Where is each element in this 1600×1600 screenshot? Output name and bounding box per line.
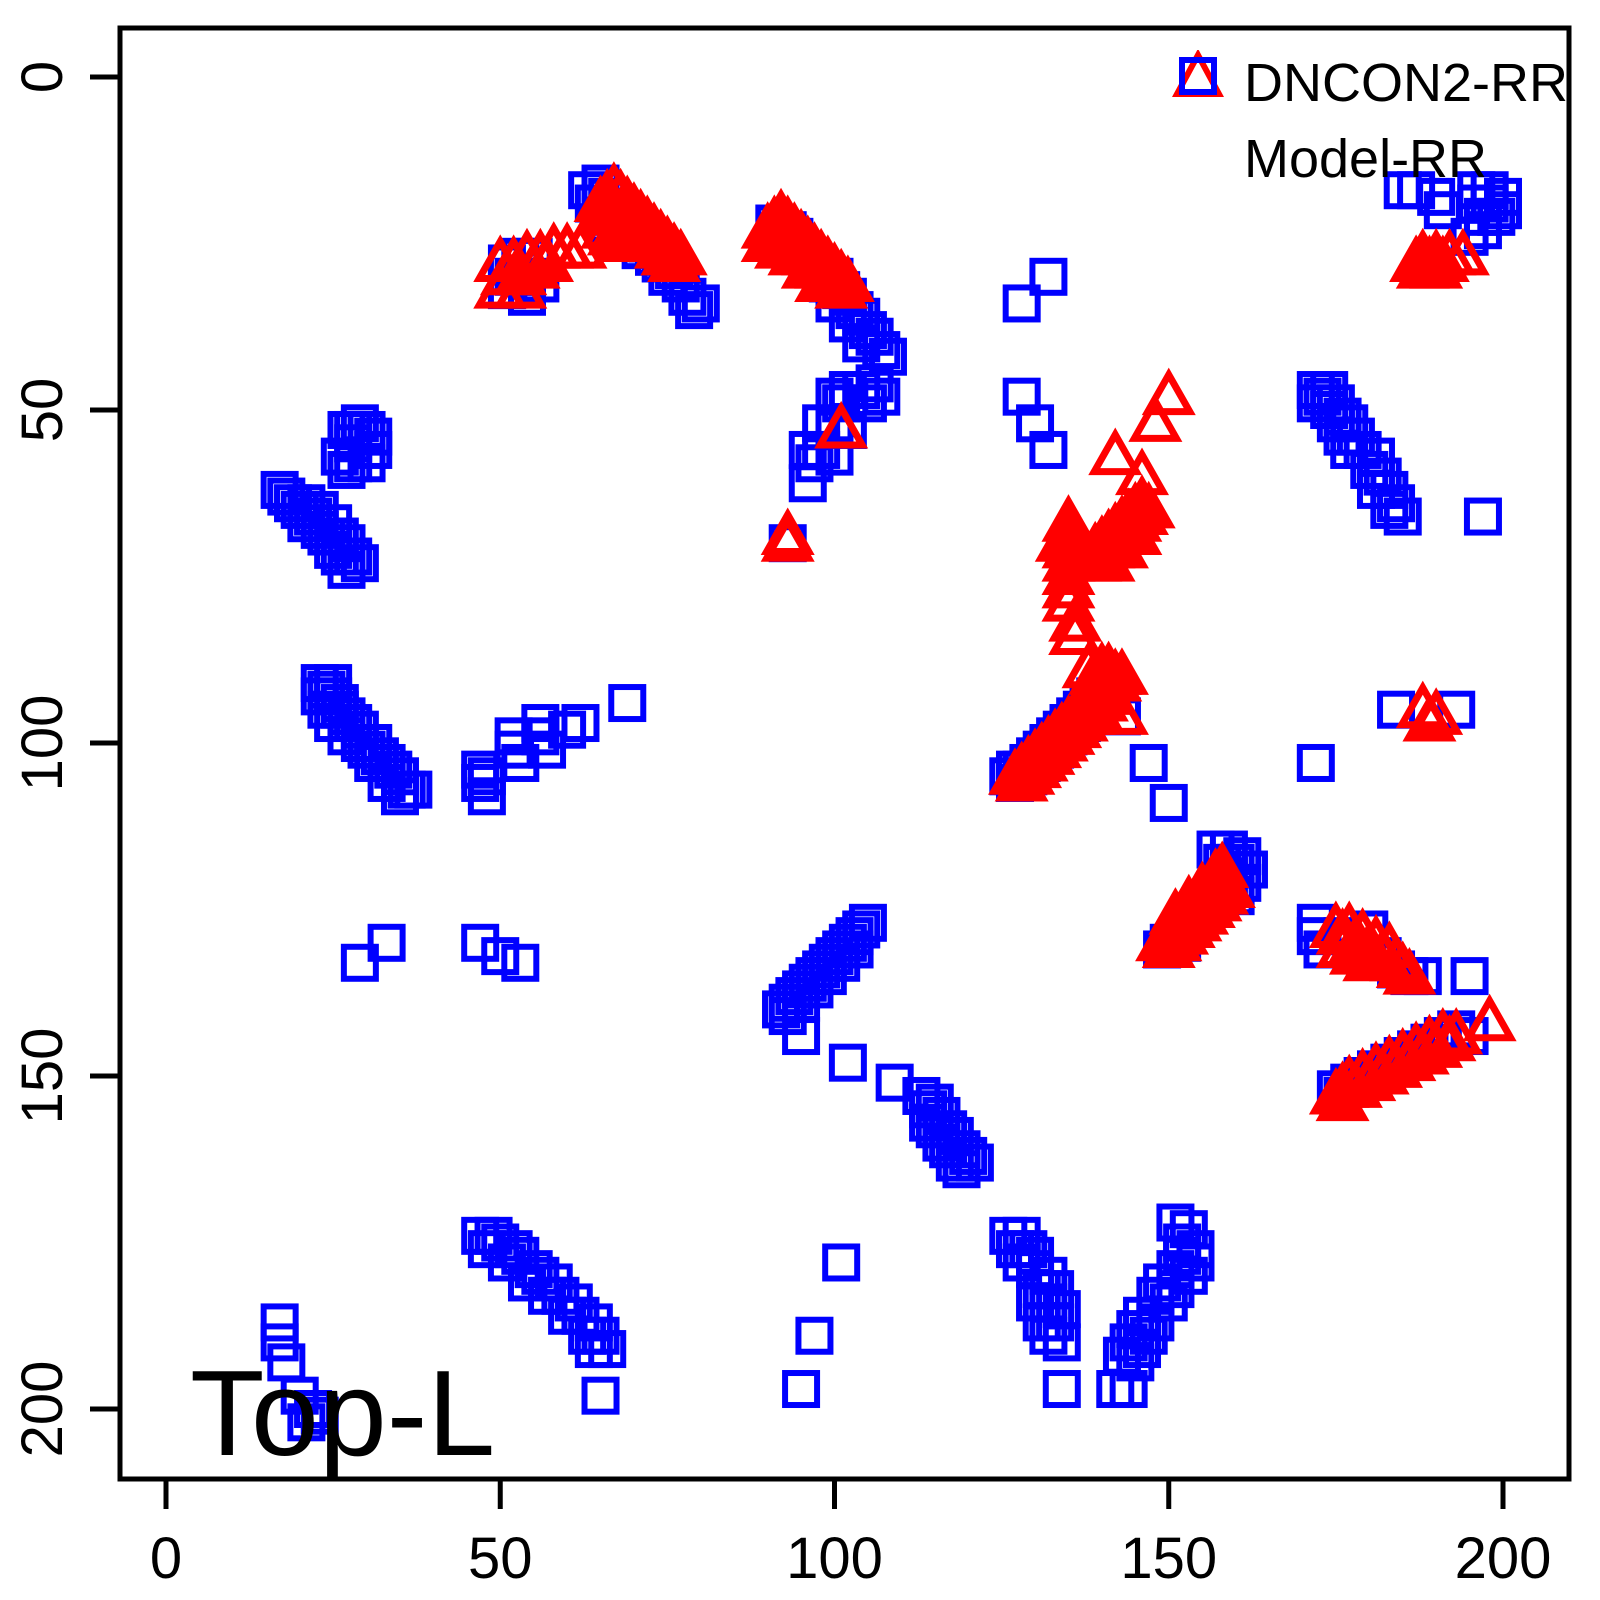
scatter-point-model-rr	[1029, 430, 1068, 469]
scatter-point-dncon2-rr	[1088, 427, 1143, 476]
scatter-point-model-rr	[1463, 497, 1502, 536]
scatter-point-model-rr	[287, 1403, 326, 1442]
scatter-point-model-rr	[1296, 743, 1335, 782]
scatter-point-model-rr	[822, 1243, 861, 1282]
scatter-point-dncon2-rr	[1382, 947, 1437, 995]
scatter-point-dncon2-rr	[593, 214, 648, 262]
scatter-point-model-rr	[481, 937, 520, 976]
legend-item-model-rr: Model-RR	[1172, 57, 1568, 192]
scatter-point-dncon2-rr	[520, 234, 575, 282]
scatter-point-model-rr	[782, 1017, 821, 1056]
scatter-point-model-rr	[1383, 497, 1422, 536]
annotation-top-l: Top-L	[190, 1345, 496, 1481]
scatter-point-model-rr	[1116, 1343, 1155, 1382]
scatter-point-model-rr	[1484, 191, 1522, 230]
scatter-point-model-rr	[467, 777, 506, 816]
scatter-point-model-rr	[848, 903, 887, 942]
scatter-point-dncon2-rr	[1094, 520, 1149, 569]
scatter-point-dncon2-rr	[820, 254, 875, 302]
scatter-point-dncon2-rr	[1041, 560, 1096, 609]
scatter-point-model-rr	[561, 704, 600, 743]
scatter-point-model-rr	[608, 684, 647, 723]
scatter-point-dncon2-rr	[1121, 480, 1176, 529]
scatter-point-model-rr	[1029, 257, 1068, 296]
scatter-point-model-rr	[394, 770, 433, 809]
x-tick-label: 200	[1455, 1526, 1552, 1591]
scatter-point-dncon2-rr	[653, 227, 708, 276]
scatter-point-model-rr	[1450, 957, 1489, 996]
scatter-point-dncon2-rr	[1435, 227, 1490, 276]
scatter-point-model-rr	[501, 943, 540, 982]
scatter-point-dncon2-rr	[1094, 687, 1149, 735]
x-tick-label: 0	[150, 1526, 182, 1591]
y-tick-label: 0	[10, 61, 75, 93]
scatter-point-dncon2-rr	[1048, 607, 1103, 655]
scatter-point-model-rr	[1042, 1370, 1081, 1409]
legend: DNCON2-RR Model-RR	[1172, 50, 1568, 192]
y-tick-label: 200	[10, 1361, 75, 1458]
scatter-point-model-rr	[848, 384, 887, 423]
scatter-point-model-rr	[822, 384, 861, 423]
scatter-point-model-rr	[1042, 1323, 1081, 1362]
x-tick-label: 100	[786, 1526, 883, 1591]
scatter-point-dncon2-rr	[1195, 840, 1250, 889]
scatter-point-model-rr	[1149, 783, 1188, 822]
scatter-point-model-rr	[340, 943, 379, 982]
scatter-point-model-rr	[782, 1370, 821, 1409]
scatter-point-model-rr	[1109, 1370, 1148, 1409]
scatter-point-dncon2-rr	[1429, 1006, 1484, 1055]
scatter-point-dncon2-rr	[493, 261, 548, 309]
legend-label: Model-RR	[1244, 129, 1488, 189]
square-marker-icon	[1172, 57, 1224, 185]
scatter-point-model-rr	[788, 464, 827, 503]
scatter-point-dncon2-rr	[1081, 534, 1136, 582]
plot-border	[117, 25, 1572, 1482]
scatter-point-model-rr	[955, 1143, 994, 1182]
scatter-point-model-rr	[327, 450, 366, 489]
scatter-point-model-rr	[340, 544, 379, 583]
scatter-point-dncon2-rr	[1148, 887, 1203, 935]
scatter-point-model-rr	[528, 730, 567, 769]
scatter-point-model-rr	[795, 1316, 834, 1355]
scatter-point-model-rr	[1397, 171, 1436, 210]
scatter-point-dncon2-rr	[1402, 693, 1457, 742]
scatter-point-dncon2-rr	[794, 254, 849, 302]
scatter-point-model-rr	[581, 1376, 620, 1415]
scatter-point-model-rr	[795, 444, 834, 483]
scatter-point-model-rr	[347, 444, 386, 483]
scatter-point-dncon2-rr	[1342, 933, 1397, 982]
scatter-point-model-rr	[842, 910, 881, 949]
scatter-point-dncon2-rr	[1462, 993, 1517, 1042]
scatter-point-dncon2-rr	[1141, 367, 1196, 416]
y-tick-label: 100	[10, 695, 75, 792]
scatter-point-model-rr	[260, 1303, 299, 1342]
x-tick-label: 50	[468, 1526, 533, 1591]
scatter-point-model-rr	[828, 1043, 867, 1082]
scatter-point-model-rr	[588, 1330, 627, 1369]
x-tick-label: 150	[1120, 1526, 1217, 1591]
scatter-point-model-rr	[260, 1323, 299, 1362]
legend-item-dncon2-rr: DNCON2-RR	[1172, 50, 1568, 116]
scatter-point-model-rr	[681, 284, 720, 323]
scatter-point-dncon2-rr	[1161, 873, 1216, 922]
scatter-point-dncon2-rr	[1409, 241, 1464, 289]
scatter-point-model-rr	[1129, 743, 1168, 782]
scatter-point-dncon2-rr	[760, 514, 815, 562]
scatter-point-model-rr	[1002, 284, 1041, 323]
scatter-point-model-rr	[367, 923, 406, 962]
scatter-point-dncon2-rr	[1108, 507, 1163, 556]
scatter-point-model-rr	[815, 437, 854, 476]
scatter-point-dncon2-rr	[1128, 394, 1183, 442]
legend-label: DNCON2-RR	[1244, 53, 1568, 113]
scatter-point-dncon2-rr	[1048, 594, 1103, 642]
y-tick-label: 50	[10, 378, 75, 443]
scatter-point-dncon2-rr	[814, 400, 869, 449]
y-tick-label: 150	[10, 1028, 75, 1125]
scatter-point-model-rr	[675, 291, 714, 330]
